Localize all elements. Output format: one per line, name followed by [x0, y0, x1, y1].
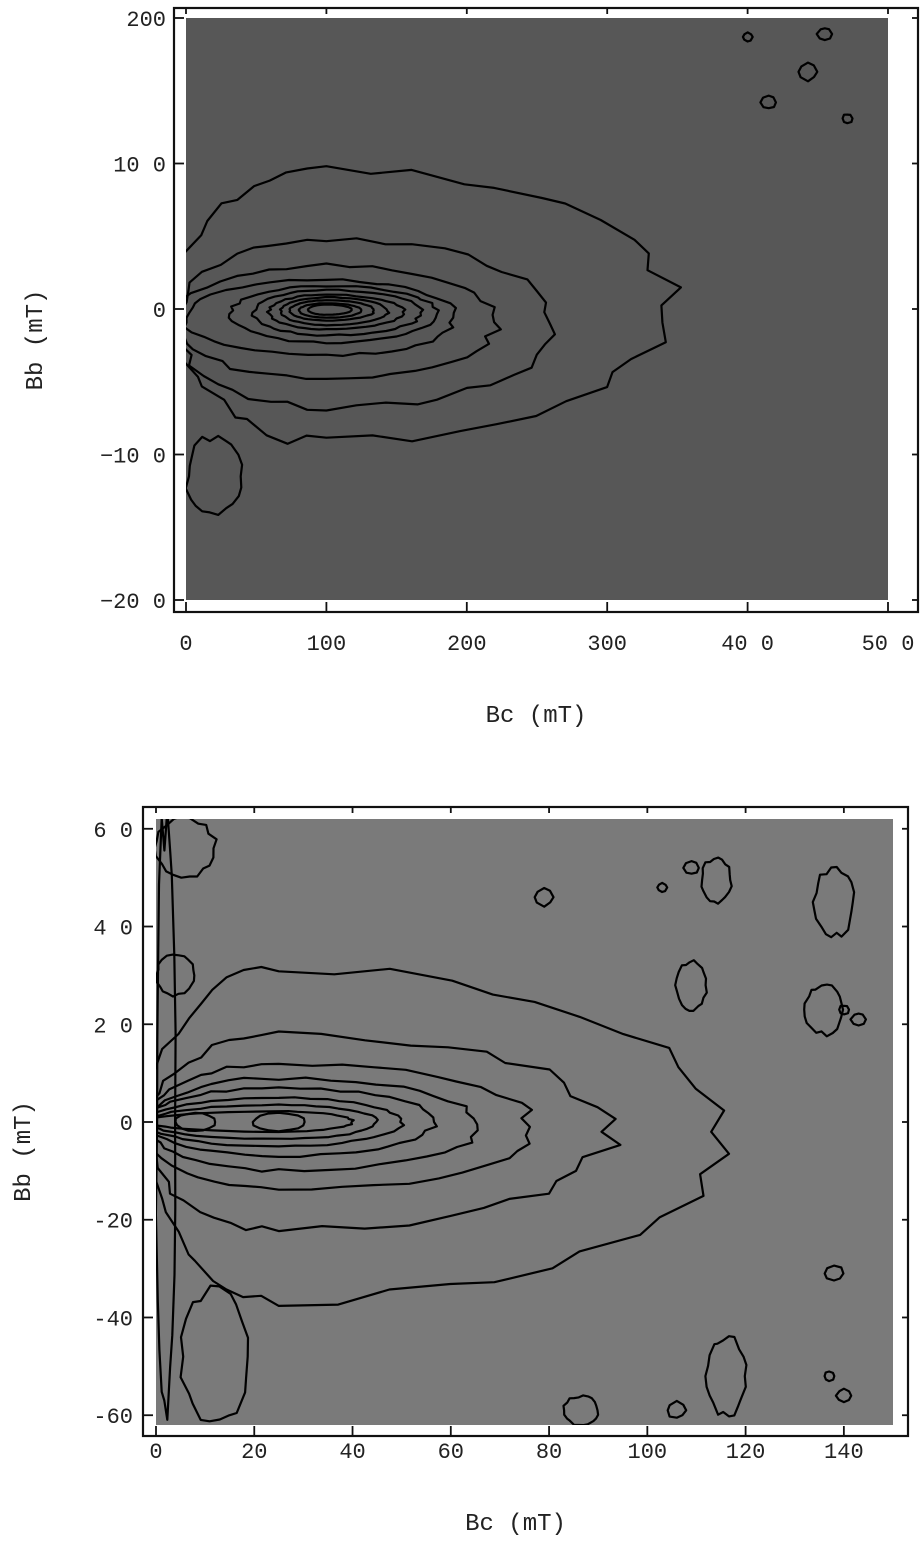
- y-tick-label: -20: [93, 1210, 133, 1235]
- low-region: [186, 434, 244, 516]
- contour-level-8: [156, 1110, 355, 1134]
- low-region: [156, 819, 177, 1421]
- contour-island: [797, 61, 819, 83]
- contour-level-2: [156, 1030, 622, 1233]
- contour-level-4: [186, 278, 457, 357]
- y-tick-label: -60: [93, 1405, 133, 1430]
- low-region: [156, 819, 218, 879]
- x-axis-label: Bc (mT): [465, 1511, 566, 1538]
- y-tick-label: −20 0: [100, 590, 166, 615]
- low-region: [704, 1335, 748, 1418]
- contour-level-2: [186, 237, 556, 412]
- contour-level-6: [250, 288, 425, 337]
- x-tick-label: 0: [179, 632, 192, 657]
- contour-level-10: [297, 302, 363, 319]
- contour-level-1: [156, 965, 731, 1307]
- low-region: [811, 865, 856, 939]
- y-tick-label: −10 0: [100, 445, 166, 470]
- y-tick-label: 0: [153, 299, 166, 324]
- contour-island: [823, 1264, 845, 1282]
- contour-level-11: [306, 303, 353, 316]
- x-tick-label: 50 0: [862, 632, 915, 657]
- plot-area-background: [186, 18, 888, 600]
- y-tick-label: -40: [93, 1307, 133, 1332]
- low-region: [562, 1394, 600, 1425]
- contour-level-5: [156, 1086, 438, 1158]
- x-tick-label: 140: [824, 1440, 864, 1465]
- x-tick-label: 120: [726, 1440, 766, 1465]
- contour-island: [666, 1399, 688, 1419]
- peak-region: [174, 1111, 217, 1132]
- contour-island: [823, 1370, 836, 1383]
- contour-island: [841, 113, 854, 125]
- low-region: [700, 856, 733, 905]
- x-tick-label: 0: [149, 1440, 162, 1465]
- x-tick-label: 300: [587, 632, 627, 657]
- contour-island: [815, 27, 834, 42]
- y-tick-label: 6 0: [93, 819, 133, 844]
- contour-level-4: [156, 1076, 479, 1173]
- contour-level-1: [186, 165, 682, 445]
- contour-regions: [186, 27, 854, 516]
- contour-island: [682, 860, 700, 875]
- y-tick-label: 2 0: [93, 1014, 133, 1039]
- contour-island: [533, 886, 555, 908]
- x-tick-label: 80: [536, 1440, 562, 1465]
- low-region: [803, 983, 845, 1038]
- x-tick-label: 40: [339, 1440, 365, 1465]
- y-axis-label: Bb (mT): [23, 290, 50, 391]
- y-tick-label: 4 0: [93, 917, 133, 942]
- x-tick-label: 200: [447, 632, 487, 657]
- x-axis-ticks: 0 20 40 60 80 100 120 140: [149, 807, 864, 1465]
- contour-level-7: [265, 293, 407, 331]
- contour-level-9: [288, 299, 375, 322]
- contour-level-5: [227, 285, 440, 345]
- x-axis-ticks: 0 100 200 300 40 0 50 0: [179, 8, 914, 657]
- x-tick-label: 60: [438, 1440, 464, 1465]
- contour-level-6: [156, 1096, 406, 1148]
- contour-level-3: [186, 262, 502, 380]
- x-tick-label: 100: [628, 1440, 668, 1465]
- y-axis-label: Bb (mT): [11, 1101, 38, 1202]
- contour-island: [741, 31, 754, 43]
- contour-level-7: [156, 1103, 379, 1140]
- panel-bottom: 0 20 40 60 80 100 120 140 -60 -40 -20 0 2 0 4 0 6 0 B…: [11, 805, 910, 1538]
- y-axis-ticks: −20 0 −10 0 0 10 0 200: [100, 8, 918, 615]
- contour-island: [656, 881, 669, 894]
- y-tick-label: 0: [120, 1112, 133, 1137]
- contour-level-3: [156, 1062, 533, 1191]
- contour-island: [759, 94, 777, 110]
- x-tick-label: 40 0: [721, 632, 774, 657]
- x-tick-label: 20: [241, 1440, 267, 1465]
- x-tick-label: 100: [307, 632, 347, 657]
- low-region: [156, 953, 196, 998]
- contour-island: [838, 1004, 851, 1016]
- y-tick-label: 200: [126, 8, 166, 33]
- y-axis-ticks: -60 -40 -20 0 2 0 4 0 6 0: [93, 819, 908, 1430]
- low-region: [179, 1284, 250, 1423]
- low-region: [674, 959, 708, 1012]
- contour-island: [849, 1012, 867, 1027]
- peak-region: [251, 1111, 306, 1133]
- plot-frame: [172, 6, 920, 614]
- contour-island: [834, 1387, 853, 1404]
- contour-level-8: [278, 295, 391, 327]
- y-tick-label: 10 0: [113, 154, 166, 179]
- contour-regions: [156, 819, 867, 1425]
- x-axis-label: Bc (mT): [486, 703, 587, 730]
